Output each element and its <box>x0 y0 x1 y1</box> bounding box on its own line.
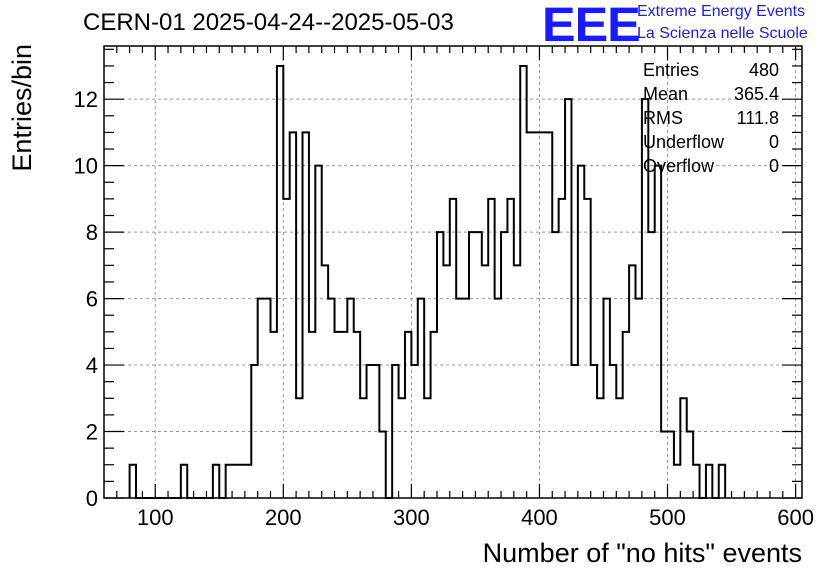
x-tick-label: 500 <box>649 505 686 530</box>
x-tick-label: 400 <box>521 505 558 530</box>
logo-line-2: La Scienza nelle Scuole <box>637 25 808 42</box>
stat-value: 365.4 <box>733 84 779 104</box>
stat-label: Mean <box>643 84 689 104</box>
y-tick-labels: 0 2 4 6 8 10 12 <box>74 87 98 511</box>
x-tick-label: 600 <box>777 505 814 530</box>
x-tick-label: 100 <box>137 505 174 530</box>
x-tick-label: 200 <box>265 505 302 530</box>
stat-label: Entries <box>643 60 700 80</box>
y-tick-label: 4 <box>86 353 98 378</box>
stat-row-entries: Entries 480 <box>643 59 779 83</box>
stat-row-underflow: Underflow 0 <box>643 131 779 155</box>
y-tick-label: 10 <box>74 154 98 179</box>
y-axis-label: Entries/bin <box>7 44 37 172</box>
grid-lines <box>104 46 802 498</box>
histogram-outline <box>128 64 727 499</box>
y-tick-label: 8 <box>86 220 98 245</box>
x-axis-label: Number of "no hits" events <box>483 538 802 568</box>
stat-value: 111.8 <box>736 108 779 128</box>
stat-row-overflow: Overflow 0 <box>643 155 779 179</box>
axis-ticks <box>104 46 802 499</box>
stat-value: 0 <box>768 132 779 152</box>
plot-frame <box>103 45 803 499</box>
stat-label: RMS <box>643 108 683 128</box>
x-tick-labels: 100 200 300 400 500 600 <box>137 505 814 530</box>
stats-box: Entries 480 Mean 365.4 RMS 111.8 Underfl… <box>643 59 779 179</box>
y-tick-label: 2 <box>86 420 98 445</box>
stat-row-mean: Mean 365.4 <box>643 83 779 107</box>
y-tick-label: 0 <box>86 486 98 511</box>
stat-label: Underflow <box>643 132 725 152</box>
eee-logo: EEE <box>542 0 641 52</box>
x-tick-label: 300 <box>393 505 430 530</box>
y-tick-label: 12 <box>74 87 98 112</box>
logo-line-1: Extreme Energy Events <box>637 3 806 20</box>
stat-label: Overflow <box>643 156 715 176</box>
stat-row-rms: RMS 111.8 <box>643 107 779 131</box>
chart-title: CERN-01 2025-04-24--2025-05-03 <box>83 9 454 36</box>
stat-value: 0 <box>768 156 779 176</box>
stat-value: 480 <box>748 60 779 80</box>
y-tick-label: 6 <box>86 287 98 312</box>
